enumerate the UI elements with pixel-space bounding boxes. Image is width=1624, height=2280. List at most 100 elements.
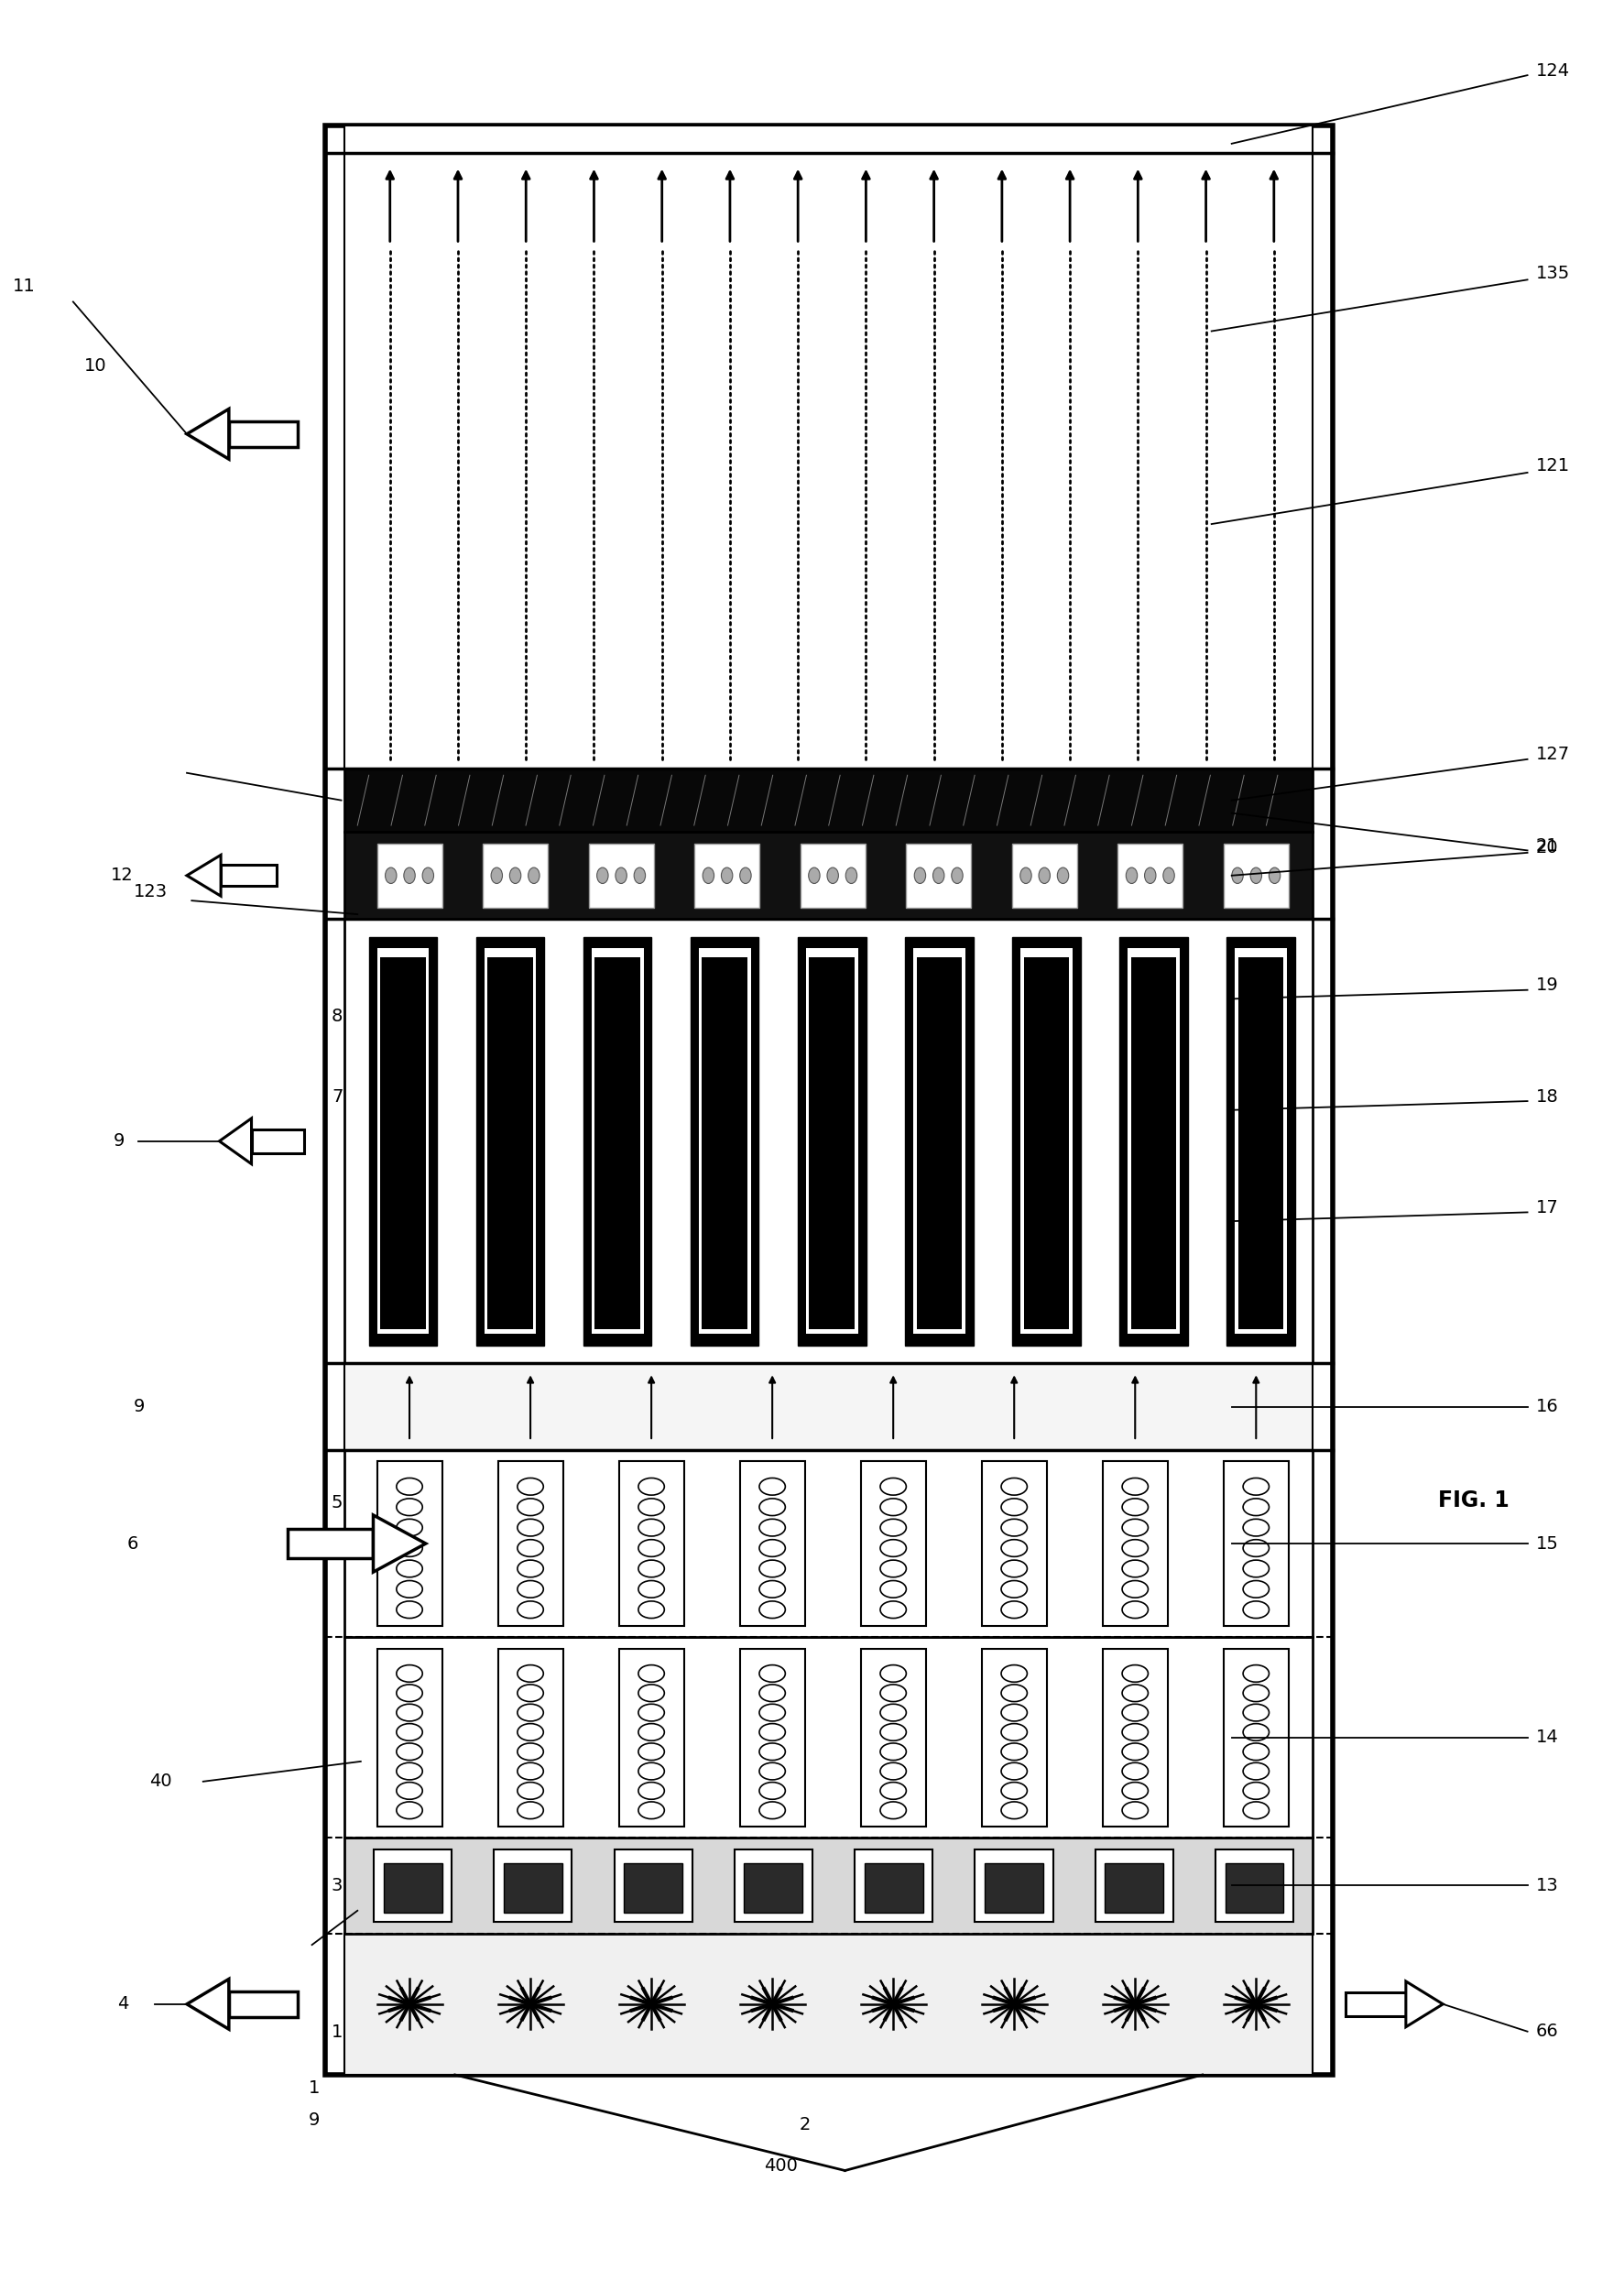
Ellipse shape xyxy=(1000,1539,1026,1557)
Ellipse shape xyxy=(396,1664,422,1683)
Ellipse shape xyxy=(758,1477,784,1496)
Ellipse shape xyxy=(638,1801,664,1819)
Text: 17: 17 xyxy=(1535,1199,1557,1218)
Ellipse shape xyxy=(1122,1560,1148,1578)
Bar xyxy=(487,958,533,1329)
Text: 127: 127 xyxy=(1535,746,1569,764)
Ellipse shape xyxy=(1242,1518,1268,1537)
Bar xyxy=(221,864,276,887)
Ellipse shape xyxy=(1242,1664,1268,1683)
Ellipse shape xyxy=(758,1724,784,1740)
Ellipse shape xyxy=(516,1601,542,1619)
Bar xyxy=(588,844,653,907)
Ellipse shape xyxy=(758,1801,784,1819)
Bar xyxy=(1345,1993,1405,2016)
Ellipse shape xyxy=(1242,1724,1268,1740)
Ellipse shape xyxy=(880,1783,906,1799)
Ellipse shape xyxy=(1242,1580,1268,1598)
Ellipse shape xyxy=(638,1580,664,1598)
Bar xyxy=(913,948,965,1334)
Circle shape xyxy=(702,869,713,885)
Text: 20: 20 xyxy=(1535,839,1557,857)
Text: 66: 66 xyxy=(1535,2022,1557,2041)
Ellipse shape xyxy=(880,1664,906,1683)
Ellipse shape xyxy=(396,1744,422,1760)
Ellipse shape xyxy=(758,1498,784,1516)
Ellipse shape xyxy=(516,1801,542,1819)
Text: 14: 14 xyxy=(1535,1728,1557,1746)
Ellipse shape xyxy=(396,1498,422,1516)
Ellipse shape xyxy=(638,1703,664,1721)
Ellipse shape xyxy=(1122,1762,1148,1781)
Circle shape xyxy=(809,869,820,885)
Ellipse shape xyxy=(1000,1518,1026,1537)
Ellipse shape xyxy=(880,1724,906,1740)
Ellipse shape xyxy=(1242,1703,1268,1721)
Ellipse shape xyxy=(880,1518,906,1537)
Ellipse shape xyxy=(1242,1601,1268,1619)
Ellipse shape xyxy=(880,1703,906,1721)
Bar xyxy=(744,1863,802,1913)
Bar xyxy=(1223,1461,1288,1626)
Bar xyxy=(377,1461,442,1626)
Text: 4: 4 xyxy=(117,1995,128,2013)
Bar xyxy=(693,844,758,907)
Ellipse shape xyxy=(1122,1498,1148,1516)
Ellipse shape xyxy=(516,1477,542,1496)
Text: 8: 8 xyxy=(331,1008,343,1026)
Bar xyxy=(1130,958,1176,1329)
Bar xyxy=(344,125,1312,768)
Ellipse shape xyxy=(1122,1685,1148,1701)
Ellipse shape xyxy=(516,1724,542,1740)
Ellipse shape xyxy=(880,1498,906,1516)
Ellipse shape xyxy=(516,1744,542,1760)
Bar xyxy=(484,948,536,1334)
Circle shape xyxy=(932,869,944,885)
Text: 1: 1 xyxy=(331,2025,343,2041)
Circle shape xyxy=(510,869,521,885)
Bar xyxy=(619,1461,684,1626)
Bar xyxy=(702,958,747,1329)
Bar xyxy=(916,958,961,1329)
Ellipse shape xyxy=(758,1744,784,1760)
Text: 11: 11 xyxy=(13,278,36,294)
Ellipse shape xyxy=(880,1477,906,1496)
Circle shape xyxy=(490,869,502,885)
Ellipse shape xyxy=(396,1518,422,1537)
Bar xyxy=(1119,937,1187,1345)
Ellipse shape xyxy=(1242,1539,1268,1557)
Bar xyxy=(974,1849,1052,1922)
Ellipse shape xyxy=(1242,1498,1268,1516)
Bar xyxy=(377,948,429,1334)
Ellipse shape xyxy=(396,1477,422,1496)
Text: 9: 9 xyxy=(309,2111,320,2130)
Ellipse shape xyxy=(1242,1801,1268,1819)
Bar xyxy=(377,844,442,907)
Ellipse shape xyxy=(638,1498,664,1516)
Circle shape xyxy=(1038,869,1049,885)
Bar xyxy=(861,1461,926,1626)
Ellipse shape xyxy=(1000,1703,1026,1721)
Bar xyxy=(1215,1849,1293,1922)
Ellipse shape xyxy=(758,1762,784,1781)
Text: 40: 40 xyxy=(149,1774,172,1790)
Bar xyxy=(503,1863,562,1913)
Ellipse shape xyxy=(758,1601,784,1619)
Ellipse shape xyxy=(1242,1685,1268,1701)
Ellipse shape xyxy=(1000,1664,1026,1683)
Bar xyxy=(229,422,297,447)
Ellipse shape xyxy=(1122,1801,1148,1819)
Ellipse shape xyxy=(758,1685,784,1701)
Circle shape xyxy=(827,869,838,885)
Bar xyxy=(344,1450,1312,1637)
Bar xyxy=(497,1461,562,1626)
Bar xyxy=(594,958,640,1329)
Polygon shape xyxy=(1405,1981,1442,2027)
Text: 9: 9 xyxy=(133,1398,145,1416)
Ellipse shape xyxy=(638,1601,664,1619)
Ellipse shape xyxy=(638,1664,664,1683)
Ellipse shape xyxy=(638,1744,664,1760)
Bar xyxy=(739,1648,804,1826)
Ellipse shape xyxy=(516,1685,542,1701)
Bar xyxy=(984,1863,1043,1913)
